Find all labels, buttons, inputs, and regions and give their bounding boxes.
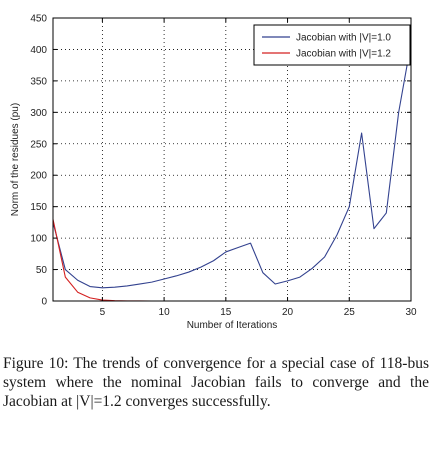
- x-tick-label: 10: [159, 307, 171, 318]
- y-tick-label: 300: [30, 108, 47, 119]
- series-layer: [52, 43, 412, 302]
- x-tick-label: 30: [405, 307, 417, 318]
- x-tick-label: 5: [100, 307, 106, 318]
- x-tick-label: 15: [220, 307, 232, 318]
- chart-container: 5 10 15 20 25 30 0 50 100 150 200 250 300 350 400 450 N…: [10, 14, 417, 332]
- legend: Jacobian with |V|=1.0 Jacobian with |V|=1…: [253, 24, 411, 66]
- y-tick-label: 150: [30, 202, 47, 213]
- plot-frame: [52, 17, 412, 302]
- x-tick-label: 25: [344, 307, 356, 318]
- x-axis-label: Number of Iterations: [187, 320, 278, 331]
- y-tick-label: 200: [30, 171, 47, 182]
- y-tick-label: 0: [41, 297, 47, 308]
- legend-box: [253, 24, 411, 66]
- legend-label: Jacobian with |V|=1.2: [296, 49, 391, 60]
- y-tick-label: 100: [30, 234, 47, 245]
- y-tick-label: 450: [30, 14, 47, 25]
- y-tick-label: 250: [30, 139, 47, 150]
- series-line-2: [52, 219, 411, 302]
- figure-caption: Figure 10: The trends of convergence for…: [3, 355, 429, 410]
- y-tick-label: 350: [30, 76, 47, 87]
- y-tick-label: 50: [36, 265, 48, 276]
- legend-label: Jacobian with |V|=1.0: [296, 33, 391, 44]
- y-tick-label: 400: [30, 45, 47, 56]
- x-tick-label: 20: [282, 307, 294, 318]
- y-axis-label: Norm of the residues (pu): [10, 103, 21, 216]
- series-line-1: [52, 43, 412, 289]
